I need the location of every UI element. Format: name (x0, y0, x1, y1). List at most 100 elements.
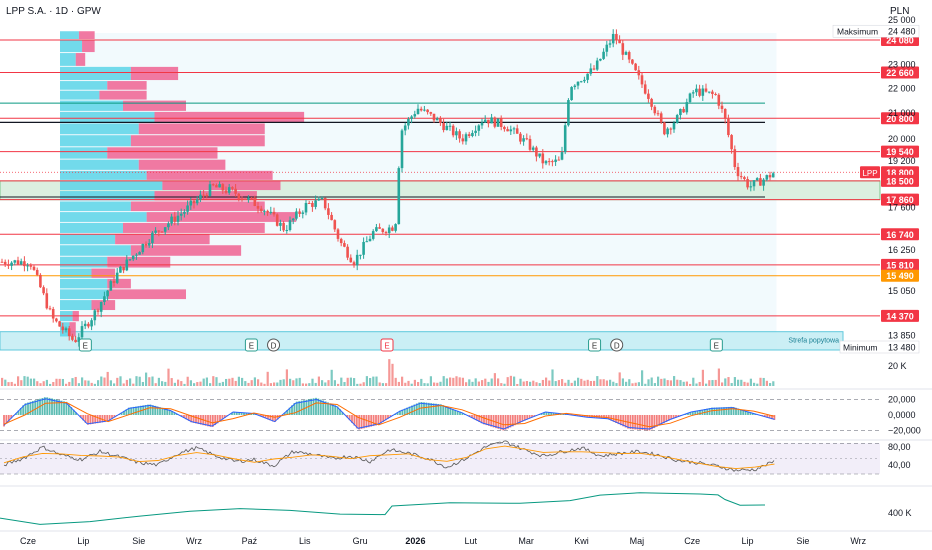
macd-histogram-bar (267, 415, 269, 420)
macd-histogram-bar (171, 410, 173, 415)
volume-bar (666, 380, 669, 386)
macd-histogram-bar (17, 410, 20, 415)
candle-up (624, 52, 628, 55)
candle-up (103, 296, 106, 302)
macd-histogram-bar (137, 406, 140, 415)
volume-bar (714, 379, 717, 386)
price-tick-label: 19 200 (888, 156, 916, 166)
macd-histogram-bar (223, 415, 226, 418)
volume-bar (570, 382, 573, 386)
dividend-marker-letter: D (271, 342, 277, 351)
candle-down (51, 309, 55, 319)
candle-up (685, 102, 689, 113)
candle-down (157, 230, 161, 232)
volume-bar (602, 379, 605, 386)
level-price-label: 22 660 (886, 68, 914, 78)
time-axis[interactable]: Cze Lip Sie Wrz Paź Lis Gru 2026 Lut Mar Kwi Maj Cze… (20, 536, 867, 546)
volume-tick-label: 20 K (888, 361, 907, 371)
candle-up (576, 81, 580, 86)
macd-histogram-bar (180, 415, 183, 417)
candle-down (67, 328, 71, 337)
volume-bar (212, 376, 215, 386)
volume-bar (647, 379, 650, 386)
volume-bar (538, 383, 541, 386)
level-price-label: 18 500 (886, 176, 914, 186)
macd-histogram-bar (154, 405, 157, 415)
volume-bar (429, 376, 432, 386)
volume-profile-bar-up (60, 66, 131, 81)
candle-up (707, 91, 711, 93)
candle-up (359, 254, 362, 256)
volume-bar (717, 368, 720, 386)
candle-up (691, 92, 695, 94)
macd-histogram-bar (303, 400, 305, 415)
candle-up (560, 152, 564, 160)
stochastic-tick-label: 80,00 (888, 442, 911, 452)
macd-histogram-bar (432, 403, 435, 415)
macd-histogram-bar (715, 407, 718, 415)
macd-histogram-bar (127, 407, 130, 415)
volume-bar (417, 382, 420, 386)
volume-bar (513, 376, 516, 386)
time-tick-label: Mar (518, 536, 534, 546)
candle-down (653, 106, 657, 114)
level-price-tag (881, 193, 919, 206)
volume-bar (199, 381, 202, 386)
volume-bar (567, 379, 570, 386)
macd-histogram-bar (375, 415, 377, 426)
volume-bar (148, 377, 151, 386)
macd-histogram-bar (96, 415, 99, 424)
support-resistance-levels[interactable] (0, 39, 880, 317)
level-price-label: 17 860 (886, 195, 914, 205)
volume-bar (535, 382, 538, 386)
macd-histogram-bar (425, 402, 428, 415)
volume-bar (228, 378, 231, 386)
volume-bar (525, 381, 528, 386)
level-price-label: 15 490 (886, 271, 914, 281)
candle-down (711, 91, 714, 94)
macd-histogram-bar (262, 415, 265, 418)
candle-down (352, 262, 356, 266)
volume-profile-bar-up (60, 212, 147, 222)
candle-up (688, 93, 692, 103)
level-price-label: 18 800 (886, 168, 914, 178)
candle-up (416, 108, 420, 115)
candle-up (291, 218, 295, 221)
macd-histogram-bar (547, 412, 550, 415)
macd-histogram-bar (135, 406, 137, 415)
volume-profile-bar-up (60, 159, 139, 170)
time-tick-label: Wrz (186, 536, 202, 546)
macd-histogram-bar (447, 406, 449, 415)
volume-bar (237, 376, 240, 386)
volume-bar (186, 376, 189, 386)
volume-profile-bar-down (138, 123, 265, 135)
price-candles[interactable] (0, 29, 775, 347)
macd-histogram-bar (766, 415, 769, 418)
macd-histogram-bar (771, 415, 773, 420)
candle-down (173, 216, 177, 222)
macd-histogram-bar (552, 412, 555, 415)
volume-bar (551, 369, 554, 386)
candle-down (16, 260, 20, 265)
candle-down (736, 167, 740, 177)
candle-up (269, 211, 273, 213)
macd-histogram-bar (507, 415, 509, 429)
macd-histogram-bar (581, 415, 584, 417)
macd-histogram-bar (672, 415, 675, 419)
candle-up (570, 87, 573, 101)
volume-bar (660, 378, 663, 386)
candle-down (35, 269, 39, 275)
macd-histogram-bar (5, 415, 8, 424)
earnings-marker (244, 338, 258, 352)
time-tick-label: Sie (132, 536, 145, 546)
macd-histogram-bar (533, 415, 536, 417)
volume-bar (45, 379, 48, 386)
volume-bar (10, 381, 13, 386)
volume-profile-bar-down (91, 300, 116, 311)
candle-down (727, 118, 730, 136)
volume-bar (138, 376, 141, 386)
volume-bar (618, 372, 621, 386)
